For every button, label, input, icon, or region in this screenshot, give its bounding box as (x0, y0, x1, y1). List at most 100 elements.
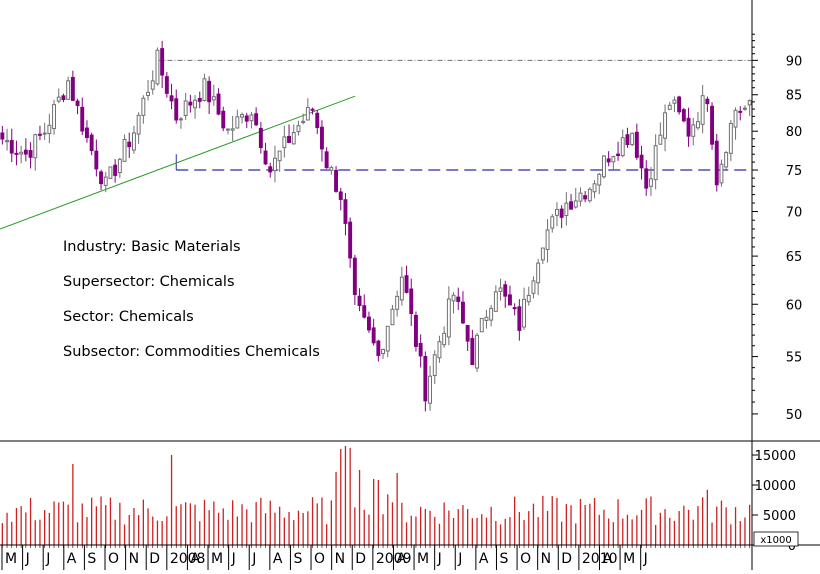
candle-up (52, 104, 57, 130)
candle-down (113, 164, 118, 176)
candle-up (19, 151, 24, 155)
candle-up (117, 158, 122, 174)
candle-down (268, 166, 273, 173)
candle-up (475, 334, 480, 369)
candle-down (738, 110, 743, 113)
candle-down (37, 133, 42, 136)
candle-down (677, 96, 682, 113)
candle-up (545, 229, 550, 250)
candle-up (728, 122, 733, 154)
candle-down (362, 305, 367, 318)
x-month-label: D (561, 551, 572, 567)
candle-up (587, 188, 592, 202)
candle-down (616, 153, 621, 157)
candle-up (672, 99, 677, 104)
candle-down (263, 150, 268, 165)
candle-down (507, 294, 512, 306)
sector-annotation: Industry: Basic Materials (63, 239, 241, 255)
candle-down (338, 191, 343, 200)
candle-up (211, 96, 216, 101)
candle-up (747, 100, 752, 106)
candle-down (169, 95, 174, 102)
candle-up (240, 114, 245, 118)
candle-up (526, 294, 531, 303)
candle-down (714, 140, 719, 186)
candle-down (174, 98, 179, 121)
candle-down (9, 140, 14, 154)
candle-up (442, 332, 447, 346)
candle-down (559, 208, 564, 218)
candle-up (146, 91, 151, 96)
x-month-label: D (149, 551, 160, 567)
x-month-label: A (273, 551, 283, 567)
candle-down (357, 295, 362, 306)
candle-down (503, 284, 508, 297)
candle-down (99, 171, 104, 185)
candle-up (630, 132, 635, 146)
candle-up (550, 216, 555, 229)
candle-down (127, 141, 132, 148)
x-month-label: A (190, 551, 200, 567)
candle-up (432, 354, 437, 377)
candle-up (202, 78, 207, 102)
x-month-label: N (129, 551, 139, 567)
candle-up (620, 137, 625, 156)
x-month-label: O (314, 551, 325, 567)
candle-up (592, 183, 597, 193)
sector-annotation: Supersector: Chemicals (63, 274, 235, 290)
candle-up (390, 308, 395, 326)
candle-up (653, 145, 658, 181)
candle-up (724, 152, 729, 168)
x-month-label: A (602, 551, 612, 567)
candle-down (634, 131, 639, 158)
candle-up (479, 317, 484, 333)
x-month-label: J (25, 551, 30, 567)
volume-tick-label: 10000 (755, 479, 796, 494)
candle-up (648, 178, 653, 187)
candle-down (569, 201, 574, 210)
candle-down (287, 135, 292, 143)
candle-down (244, 115, 249, 122)
candle-up (5, 140, 10, 143)
candle-down (334, 169, 339, 192)
candle-up (658, 134, 663, 145)
candle-down (319, 126, 324, 150)
candle-down (197, 98, 202, 102)
volume-tick-label: 5000 (763, 509, 796, 524)
volume-tick-label: 15000 (755, 449, 796, 464)
candle-down (315, 112, 320, 128)
candle-up (695, 121, 700, 129)
candle-up (47, 124, 52, 134)
candle-up (536, 262, 541, 284)
x-month-label: J (231, 551, 236, 567)
candle-down (413, 314, 418, 347)
y-tick-label: 80 (786, 125, 803, 140)
y-tick-label: 55 (786, 351, 803, 366)
candle-down (221, 110, 226, 129)
candle-down (639, 154, 644, 169)
x-month-label: J (251, 551, 256, 567)
y-tick-label: 75 (786, 164, 803, 179)
x-month-label: A (396, 551, 406, 567)
x-month-label: M (5, 551, 17, 567)
candle-down (89, 134, 94, 152)
trend-line (0, 95, 356, 230)
candle-down (376, 340, 381, 356)
candle-down (512, 307, 517, 310)
y-tick-label: 65 (786, 250, 803, 265)
candle-down (160, 48, 165, 76)
candle-up (329, 167, 334, 171)
candle-down (80, 106, 85, 132)
x-month-label: N (335, 551, 345, 567)
candle-down (465, 324, 470, 342)
candle-up (122, 138, 127, 162)
candle-up (42, 132, 47, 135)
x-month-label: O (520, 551, 531, 567)
candle-up (225, 128, 230, 131)
y-tick-label: 85 (786, 89, 803, 104)
candle-up (183, 100, 188, 117)
candle-down (348, 221, 353, 259)
volume-bars (1, 446, 751, 545)
